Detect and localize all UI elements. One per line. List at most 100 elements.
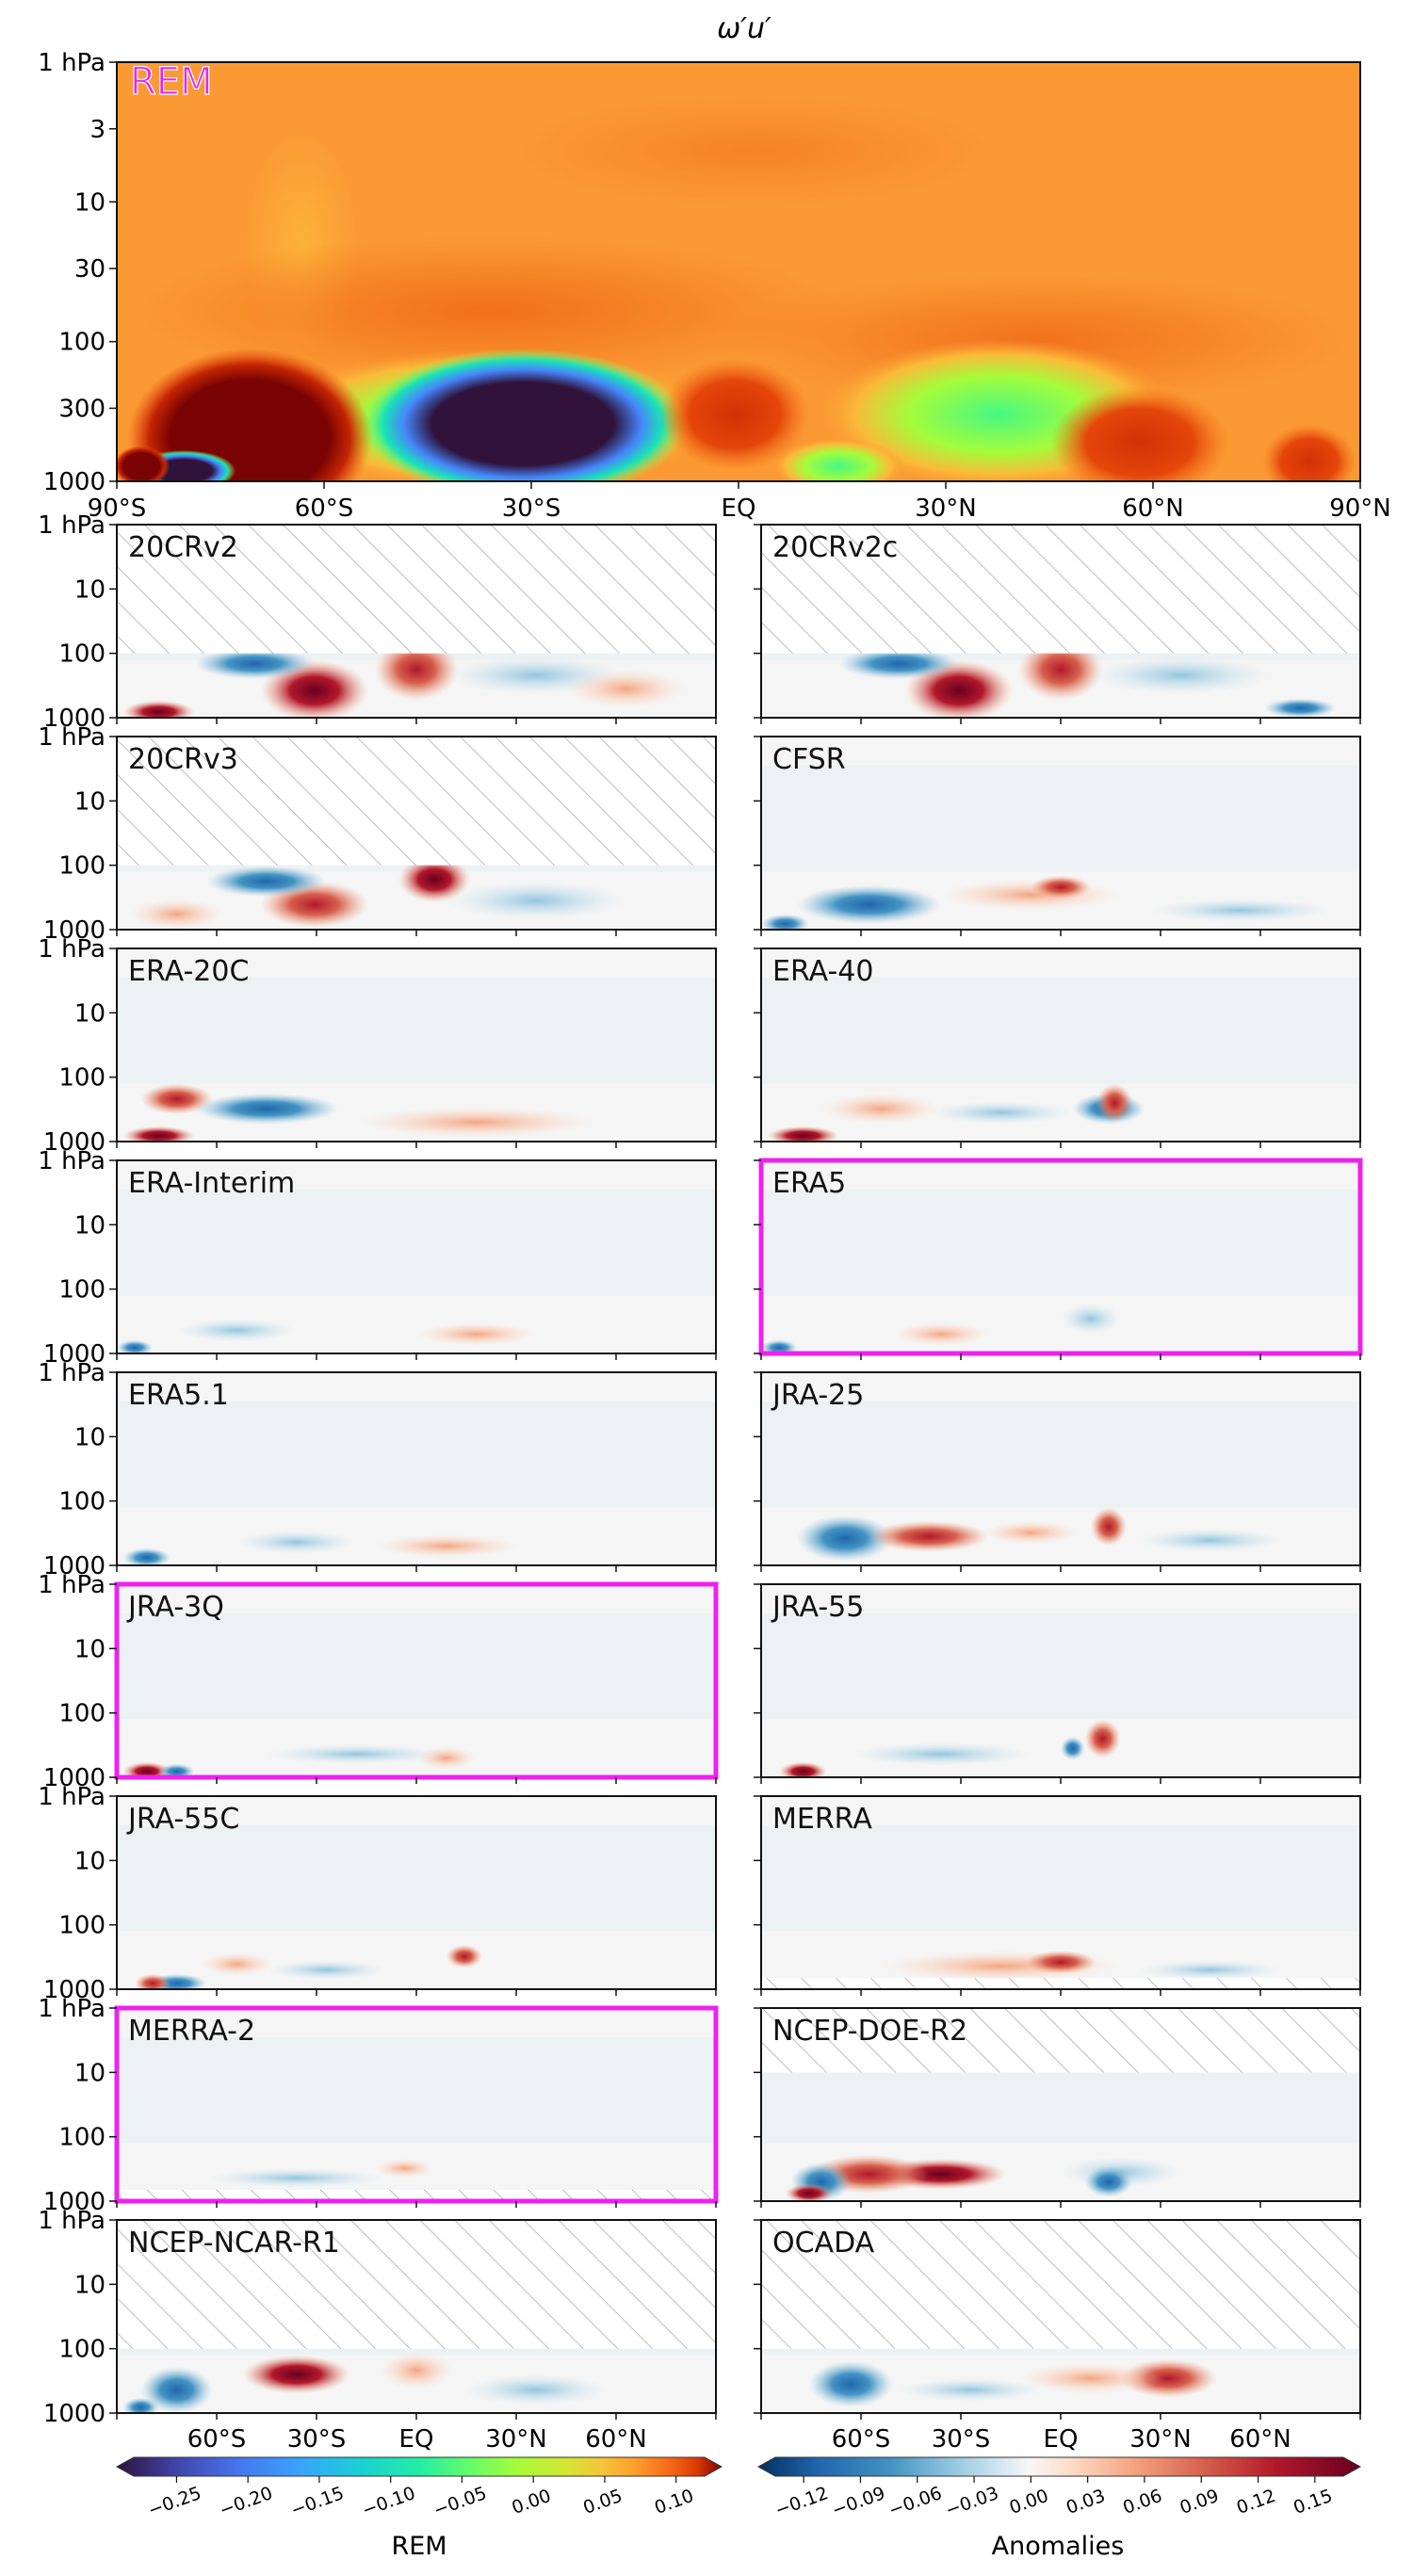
y-tick-label: 100 bbox=[58, 640, 106, 669]
rem-colorbar-ticks: −0.25 −0.20 −0.15 −0.10 −0.05 0.00 0.05 0.10 bbox=[145, 2476, 696, 2521]
panel-wash bbox=[117, 1612, 716, 1720]
rem-panel-label: REM bbox=[130, 60, 213, 104]
y-tick-label: 1 hPa bbox=[38, 1359, 106, 1387]
rem-colorbar-tick-label: 0.05 bbox=[580, 2486, 625, 2519]
panel-merra: MERRA bbox=[754, 1795, 1361, 1996]
panel-wash bbox=[117, 977, 716, 1084]
rem-x-tick-label: 60°S bbox=[295, 494, 354, 523]
anomalies-colorbar: −0.12−0.09−0.06−0.03 0.00 0.03 0.06 0.09 0.12… bbox=[756, 2456, 1362, 2561]
y-tick-label: 10 bbox=[74, 1847, 106, 1875]
anomaly-blob bbox=[267, 1744, 447, 1764]
y-tick-label: 10 bbox=[74, 787, 106, 816]
y-tick-label: 1 hPa bbox=[38, 2207, 106, 2235]
anomaly-blob bbox=[194, 648, 315, 679]
anomaly-blob bbox=[820, 1093, 941, 1125]
anomaly-blob bbox=[785, 2183, 834, 2201]
anomaly-blob bbox=[761, 914, 809, 930]
bottom-x-tick-label: 30°N bbox=[1129, 2425, 1192, 2454]
anomalies-colorbar-tick-label: −0.06 bbox=[886, 2483, 945, 2521]
y-tick-label: 1 hPa bbox=[38, 511, 106, 540]
anomaly-blob bbox=[117, 1339, 154, 1353]
anomaly-blob bbox=[122, 1126, 195, 1142]
rem-x-axis: 90°S 60°S 30°S EQ 30°N 60°N 90°N bbox=[88, 481, 1391, 523]
rem-y-tick-label: 100 bbox=[58, 329, 106, 357]
anomaly-blob bbox=[1090, 1507, 1127, 1547]
panel-merra-2: MERRA-2 1 hPa 10 100 1000 bbox=[38, 1995, 719, 2216]
anomaly-blob bbox=[140, 2366, 213, 2413]
y-tick-label: 1000 bbox=[43, 2400, 106, 2428]
bottom-x-tick-label: 30°S bbox=[287, 2425, 347, 2454]
panel-label: JRA-55 bbox=[771, 1591, 864, 1624]
y-tick-label: 1000 bbox=[43, 1128, 106, 1157]
rem-x-tick-label: 90°N bbox=[1329, 494, 1391, 523]
anomaly-blob bbox=[1031, 875, 1091, 899]
y-tick-label: 10 bbox=[74, 999, 106, 1028]
anomaly-blob bbox=[1150, 899, 1331, 922]
anomalies-colorbar-tick-label: 0.03 bbox=[1064, 2486, 1108, 2519]
anomaly-blob bbox=[176, 1319, 297, 1342]
anomaly-blob bbox=[236, 1531, 357, 1554]
y-tick-label: 100 bbox=[58, 1064, 106, 1093]
anomaly-blob bbox=[206, 866, 327, 898]
anomaly-blob bbox=[122, 700, 195, 718]
anomalies-colorbar-tick-label: −0.09 bbox=[829, 2483, 887, 2521]
panel-wash bbox=[117, 1401, 716, 1508]
bottom-x-tick-label: EQ bbox=[1044, 2425, 1079, 2454]
rem-y-tick-label: 1 hPa bbox=[38, 49, 106, 77]
panel-era5: ERA5 bbox=[754, 1158, 1363, 1360]
rem-red-spot-eq bbox=[659, 358, 810, 471]
surface-hatching bbox=[761, 1978, 1360, 1989]
panel-wash bbox=[761, 1612, 1360, 1720]
y-tick-label: 10 bbox=[74, 2059, 106, 2087]
panel-label: 20CRv3 bbox=[128, 743, 238, 776]
rem-colorbar-tick-label: −0.05 bbox=[430, 2483, 489, 2521]
rem-main-panel: REM 1 hPa 3 10 30 100 300 1000 90°S 60°S 30°S EQ 3… bbox=[38, 49, 1391, 523]
rem-y-tick-label: 10 bbox=[74, 188, 106, 217]
anomaly-blob bbox=[1090, 656, 1271, 695]
panel-jra-55: JRA-55 bbox=[754, 1583, 1361, 1784]
panel-wash bbox=[761, 1189, 1360, 1296]
panel-label: ERA-20C bbox=[128, 955, 249, 988]
bottom-x-tick-label: 60°S bbox=[832, 2425, 891, 2454]
anomaly-blob bbox=[416, 1322, 537, 1346]
y-tick-label: 100 bbox=[58, 2124, 106, 2152]
anomaly-blob bbox=[838, 648, 959, 679]
panel-label: ERA5 bbox=[772, 1167, 846, 1200]
panel-label: MERRA bbox=[772, 1803, 872, 1836]
rem-orange-band bbox=[132, 235, 848, 386]
rem-x-tick-label: 60°N bbox=[1122, 494, 1184, 523]
panel-era5-1: ERA5.1 1 hPa 10 100 1000 bbox=[38, 1359, 717, 1580]
rem-y-tick-label: 1000 bbox=[43, 468, 106, 496]
panel-wash bbox=[761, 977, 1360, 1084]
anomaly-blob bbox=[446, 881, 626, 920]
bottom-x-tick-label: 60°N bbox=[585, 2425, 647, 2454]
anomalies-colorbar-tick-label: −0.12 bbox=[772, 2483, 831, 2521]
y-tick-label: 1 hPa bbox=[38, 1571, 106, 1599]
panel-wash bbox=[761, 1401, 1360, 1508]
y-tick-label: 10 bbox=[74, 1635, 106, 1663]
panel-label: JRA-3Q bbox=[126, 1591, 224, 1624]
panel-label: CFSR bbox=[772, 743, 846, 776]
anomaly-blob bbox=[1084, 2166, 1133, 2197]
panel-20crv2: 20CRv2 1 hPa 10 100 1000 bbox=[38, 511, 717, 733]
rem-y-axis: 1 hPa 3 10 30 100 300 1000 bbox=[38, 49, 117, 496]
y-tick-label: 100 bbox=[58, 1488, 106, 1516]
rem-green-patch-eq bbox=[772, 438, 904, 481]
rem-colorbar-tick-label: −0.25 bbox=[145, 2483, 203, 2521]
anomalies-colorbar-tick-label: 0.12 bbox=[1234, 2486, 1278, 2519]
anomaly-blob bbox=[983, 1520, 1080, 1545]
no-data-hatching bbox=[117, 2220, 716, 2349]
rem-x-tick-label: 90°S bbox=[88, 494, 147, 523]
no-data-hatching bbox=[761, 525, 1360, 654]
anomaly-blob bbox=[374, 638, 459, 701]
anomaly-blob bbox=[779, 1761, 827, 1777]
rem-x-tick-label: 30°N bbox=[915, 494, 977, 523]
anomaly-blob bbox=[851, 1742, 1031, 1766]
anomaly-blob bbox=[201, 1952, 273, 1976]
anomaly-blob bbox=[1138, 1960, 1283, 1980]
anomaly-blob bbox=[267, 1960, 387, 1980]
anomaly-blob bbox=[929, 1100, 1073, 1125]
anomaly-blob bbox=[808, 2360, 893, 2407]
y-tick-label: 100 bbox=[58, 2336, 106, 2364]
anomaly-blob bbox=[140, 1083, 213, 1115]
